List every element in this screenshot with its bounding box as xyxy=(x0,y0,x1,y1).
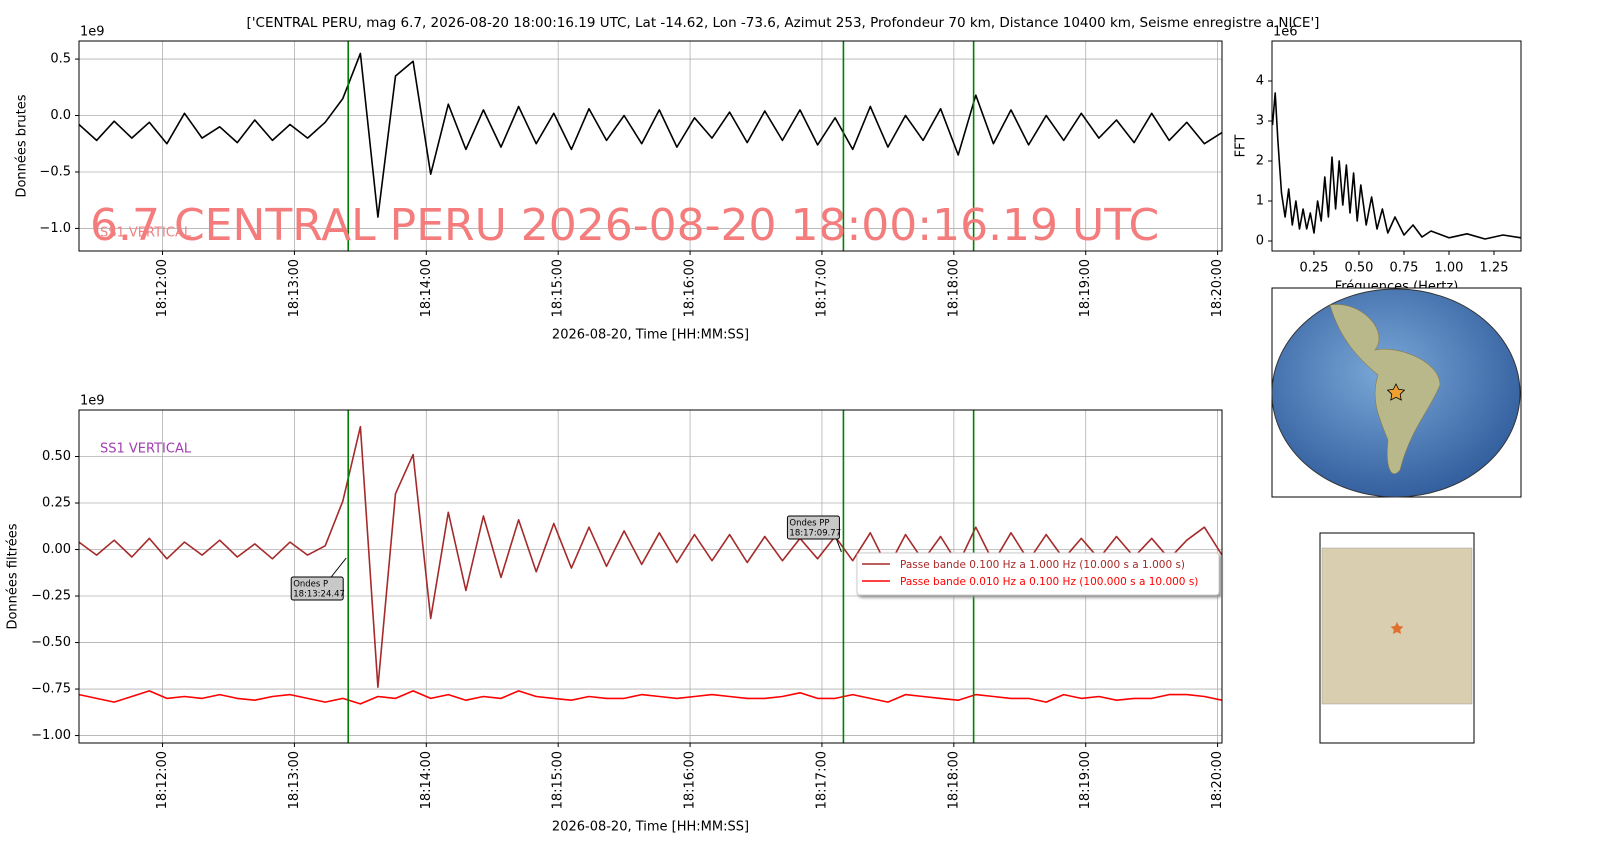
series-line xyxy=(79,52,1222,218)
legend-label: Passe bande 0.010 Hz a 0.100 Hz (100.000… xyxy=(900,576,1198,588)
x-tick-label: 0.75 xyxy=(1389,261,1418,276)
y-tick-label: −0.50 xyxy=(31,635,71,650)
x-tick-label: 18:14:00 xyxy=(419,259,434,317)
y-tick-label: 2 xyxy=(1256,154,1264,169)
y-tick-label: 0 xyxy=(1256,234,1264,249)
x-tick-label: 18:19:00 xyxy=(1078,751,1093,809)
annotation-time: 18:13:24.47 xyxy=(293,590,345,600)
x-tick-label: 18:18:00 xyxy=(946,259,961,317)
x-tick-label: 18:13:00 xyxy=(287,259,302,317)
annotation-box xyxy=(290,576,344,601)
annotation-label: Ondes PP xyxy=(789,519,829,529)
y-tick-label: −1.0 xyxy=(39,221,71,236)
x-tick-label: 18:19:00 xyxy=(1078,259,1093,317)
x-tick-label: 1.00 xyxy=(1435,261,1464,276)
y-tick-label: 0.50 xyxy=(42,449,71,464)
y-tick-label: −0.25 xyxy=(31,589,71,604)
y-axis-label: Données brutes xyxy=(15,94,30,197)
y-tick-label: −0.75 xyxy=(31,682,71,697)
x-tick-label: 18:20:00 xyxy=(1210,259,1225,317)
legend-box xyxy=(856,552,1220,596)
y-tick-label: 0.00 xyxy=(42,542,71,557)
annotation-time: 18:17:09.77 xyxy=(789,529,841,539)
x-axis-label: 2026-08-20, Time [HH:MM:SS] xyxy=(552,328,749,343)
x-tick-label: 18:16:00 xyxy=(683,751,698,809)
x-tick-label: 18:13:00 xyxy=(287,751,302,809)
x-tick-label: 18:18:00 xyxy=(946,751,961,809)
regional-star xyxy=(1390,622,1404,635)
x-tick-label: 0.50 xyxy=(1344,261,1373,276)
x-tick-label: 18:12:00 xyxy=(155,259,170,317)
axes-frame xyxy=(78,40,1223,252)
y-tick-label: 1 xyxy=(1256,194,1264,209)
y-tick-label: −0.5 xyxy=(39,164,71,179)
x-tick-label: 0.25 xyxy=(1299,261,1328,276)
x-tick-label: 1.25 xyxy=(1480,261,1509,276)
y-tick-label: 0.25 xyxy=(42,496,71,511)
x-tick-label: 18:17:00 xyxy=(814,751,829,809)
star xyxy=(1386,383,1406,401)
figure-title: ['CENTRAL PERU, mag 6.7, 2026-08-20 18:0… xyxy=(247,15,1320,31)
legend-label: Passe bande 0.100 Hz a 1.000 Hz (10.000 … xyxy=(900,559,1185,571)
y-offset: 1e6 xyxy=(1273,25,1298,40)
y-tick-label: 3 xyxy=(1256,114,1264,129)
annotation-box xyxy=(786,515,840,540)
y-tick-label: 4 xyxy=(1256,74,1264,89)
x-tick-label: 18:15:00 xyxy=(551,751,566,809)
y-offset: 1e9 xyxy=(80,25,105,40)
series-line xyxy=(1272,92,1521,240)
axes-frame xyxy=(1271,40,1522,252)
station-label: SS1 VERTICAL xyxy=(100,226,192,241)
station-label: SS1 VERTICAL xyxy=(100,442,192,457)
x-axis-label: 2026-08-20, Time [HH:MM:SS] xyxy=(552,820,749,835)
axes-frame xyxy=(78,409,1223,744)
y-axis-label: Données filtrées xyxy=(6,523,21,629)
y-axis-label: FFT xyxy=(1234,135,1249,158)
x-tick-label: 18:15:00 xyxy=(551,259,566,317)
annotation-label: Ondes P xyxy=(293,580,328,590)
y-tick-label: 0.5 xyxy=(50,52,71,67)
x-tick-label: 18:20:00 xyxy=(1210,751,1225,809)
watermark: 6.7 CENTRAL PERU 2026-08-20 18:00:16.19 … xyxy=(90,200,1159,251)
series-line xyxy=(79,690,1222,705)
x-tick-label: 18:17:00 xyxy=(814,259,829,317)
x-tick-label: 18:16:00 xyxy=(683,259,698,317)
y-tick-label: 0.0 xyxy=(50,108,71,123)
x-tick-label: 18:14:00 xyxy=(419,751,434,809)
continent xyxy=(1329,304,1441,475)
annotation-arrow xyxy=(330,557,347,578)
y-tick-label: −1.00 xyxy=(31,728,71,743)
x-tick-label: 18:12:00 xyxy=(155,751,170,809)
y-offset: 1e9 xyxy=(80,394,105,409)
